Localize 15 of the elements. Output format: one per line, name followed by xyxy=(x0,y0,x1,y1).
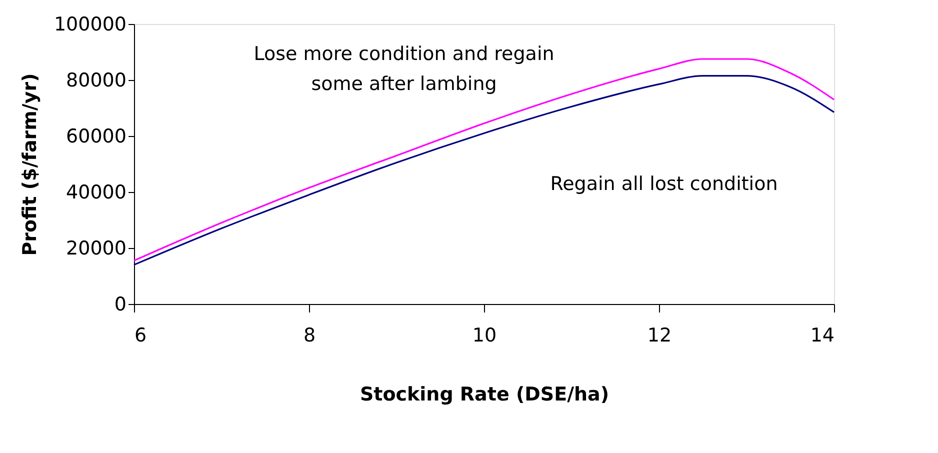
x-axis-title: Stocking Rate (DSE/ha) xyxy=(360,384,610,406)
y-tick-label: 100000 xyxy=(54,14,126,36)
y-tick-label: 40000 xyxy=(66,182,126,204)
x-tick-label: 10 xyxy=(472,324,497,346)
y-tick-label: 60000 xyxy=(66,126,126,148)
y-tick-label: 80000 xyxy=(66,70,126,92)
y-tick-label: 0 xyxy=(114,294,126,316)
x-tick-label: 6 xyxy=(134,324,147,346)
annotation: Regain all lost condition xyxy=(550,173,778,195)
annotation: Lose more condition and regain some after lambing xyxy=(254,43,554,95)
y-axis-title: Profit ($/farm/yr) xyxy=(18,73,41,256)
x-tick-label: 14 xyxy=(810,324,834,346)
y-tick-label: 20000 xyxy=(66,238,126,260)
x-tick-label: 12 xyxy=(647,324,672,346)
x-tick-label: 8 xyxy=(303,324,316,346)
